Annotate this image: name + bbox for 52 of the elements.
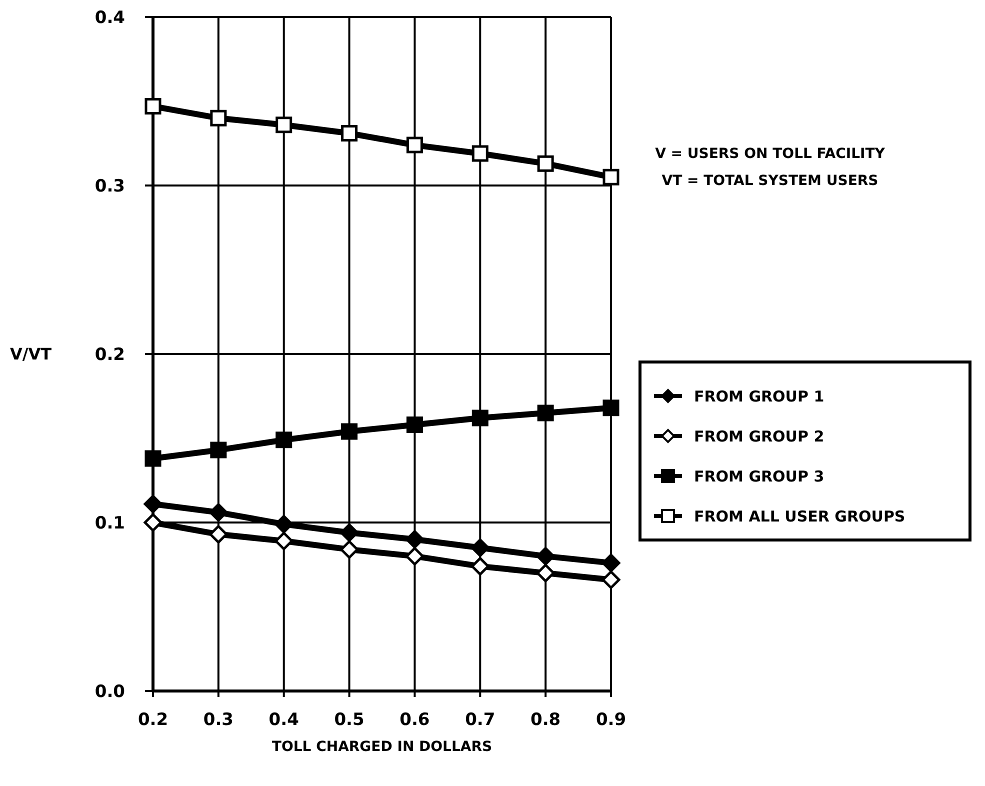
point [536,564,555,582]
y-axis-title: V/VT [10,344,52,364]
text: VT = TOTAL SYSTEM USERS [662,173,878,189]
point [210,442,227,458]
point [209,525,228,544]
point [470,538,490,558]
point [470,557,490,576]
x-tick-label: 0.6 [400,710,430,730]
point [602,400,620,416]
point [144,98,162,115]
point [210,110,227,126]
x-tick-label: 0.7 [465,710,496,730]
point [405,546,424,566]
point [341,125,358,142]
legend-label: FROM GROUP 3 [694,467,824,486]
point [536,546,555,566]
x-tick-label: 0.9 [596,710,626,730]
x-tick-label: 0.5 [334,710,364,730]
y-tick-label: 0.4 [94,8,126,28]
point [602,168,620,186]
legend-label: FROM GROUP 1 [694,387,824,406]
x-tick-label: 0.3 [203,710,234,730]
text: V = USERS ON TOLL FACILITY [655,146,886,162]
point [276,116,292,134]
y-tick-label: 0.2 [94,344,125,365]
point [406,416,423,434]
point [602,570,620,590]
point [144,513,162,532]
legend-label: FROM ALL USER GROUPS [694,507,906,526]
point [341,423,358,440]
point [537,155,554,172]
point [406,136,423,154]
point [209,503,228,522]
legend-label: FROM GROUP 2 [694,427,824,446]
y-tick-label: 0.3 [94,176,125,196]
point [340,540,359,559]
point [472,410,488,426]
point [537,404,554,422]
x-tick-label: 0.8 [530,710,561,730]
point [405,530,424,549]
point [602,554,620,572]
point [472,145,488,162]
y-tick-label: 0.1 [94,513,125,534]
point [274,532,294,550]
x-tick-label: 0.2 [138,710,168,730]
y-tick-label: 0.0 [94,682,126,702]
point [340,523,359,542]
point [144,450,162,467]
x-axis-title: TOLL CHARGED IN DOLLARS [272,739,492,755]
point [144,494,162,514]
x-tick-label: 0.4 [268,710,300,730]
point [276,432,292,448]
